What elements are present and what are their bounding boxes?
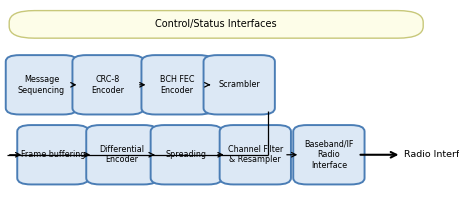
FancyBboxPatch shape (6, 55, 77, 114)
FancyBboxPatch shape (203, 55, 274, 114)
Text: Differential
Encoder: Differential Encoder (99, 145, 144, 165)
FancyBboxPatch shape (293, 125, 364, 184)
Text: Frame buffering: Frame buffering (21, 150, 85, 159)
Text: Baseband/IF
Radio
Interface: Baseband/IF Radio Interface (303, 140, 353, 170)
FancyBboxPatch shape (86, 125, 157, 184)
Text: CRC-8
Encoder: CRC-8 Encoder (91, 75, 124, 95)
FancyBboxPatch shape (219, 125, 291, 184)
Text: Scrambler: Scrambler (218, 80, 259, 89)
FancyBboxPatch shape (141, 55, 212, 114)
FancyBboxPatch shape (151, 125, 222, 184)
FancyBboxPatch shape (9, 11, 422, 38)
Text: BCH FEC
Encoder: BCH FEC Encoder (160, 75, 194, 95)
Text: Channel Filter
& Resampler: Channel Filter & Resampler (227, 145, 282, 165)
FancyBboxPatch shape (72, 55, 143, 114)
Text: Message
Sequencing: Message Sequencing (18, 75, 65, 95)
Text: Radio Interface: Radio Interface (403, 150, 459, 159)
Text: Control/Status Interfaces: Control/Status Interfaces (155, 19, 276, 29)
Text: Spreading: Spreading (165, 150, 207, 159)
FancyBboxPatch shape (17, 125, 89, 184)
